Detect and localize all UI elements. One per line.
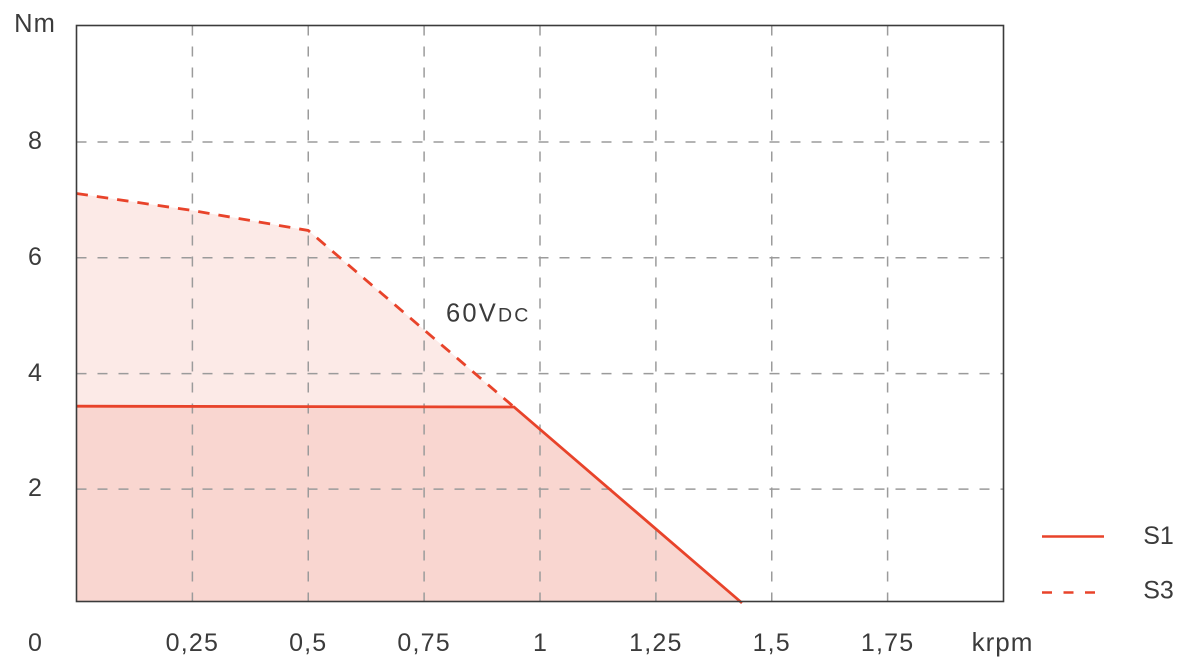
svg-text:4: 4 (28, 359, 42, 387)
svg-text:1,25: 1,25 (629, 629, 682, 657)
svg-text:60VDC: 60VDC (446, 300, 531, 328)
svg-text:8: 8 (28, 127, 42, 155)
svg-text:1,75: 1,75 (861, 629, 914, 657)
svg-text:S3: S3 (1143, 577, 1174, 605)
svg-text:0,75: 0,75 (397, 629, 450, 657)
svg-text:0,5: 0,5 (289, 629, 327, 657)
svg-text:1: 1 (533, 629, 547, 657)
svg-text:2: 2 (28, 474, 42, 502)
svg-text:0: 0 (28, 629, 42, 657)
svg-text:krpm: krpm (972, 627, 1034, 657)
svg-text:6: 6 (28, 243, 42, 271)
svg-text:0,25: 0,25 (166, 629, 219, 657)
svg-text:S1: S1 (1143, 522, 1174, 550)
svg-text:1,5: 1,5 (753, 629, 791, 657)
svg-text:Nm: Nm (14, 10, 56, 38)
